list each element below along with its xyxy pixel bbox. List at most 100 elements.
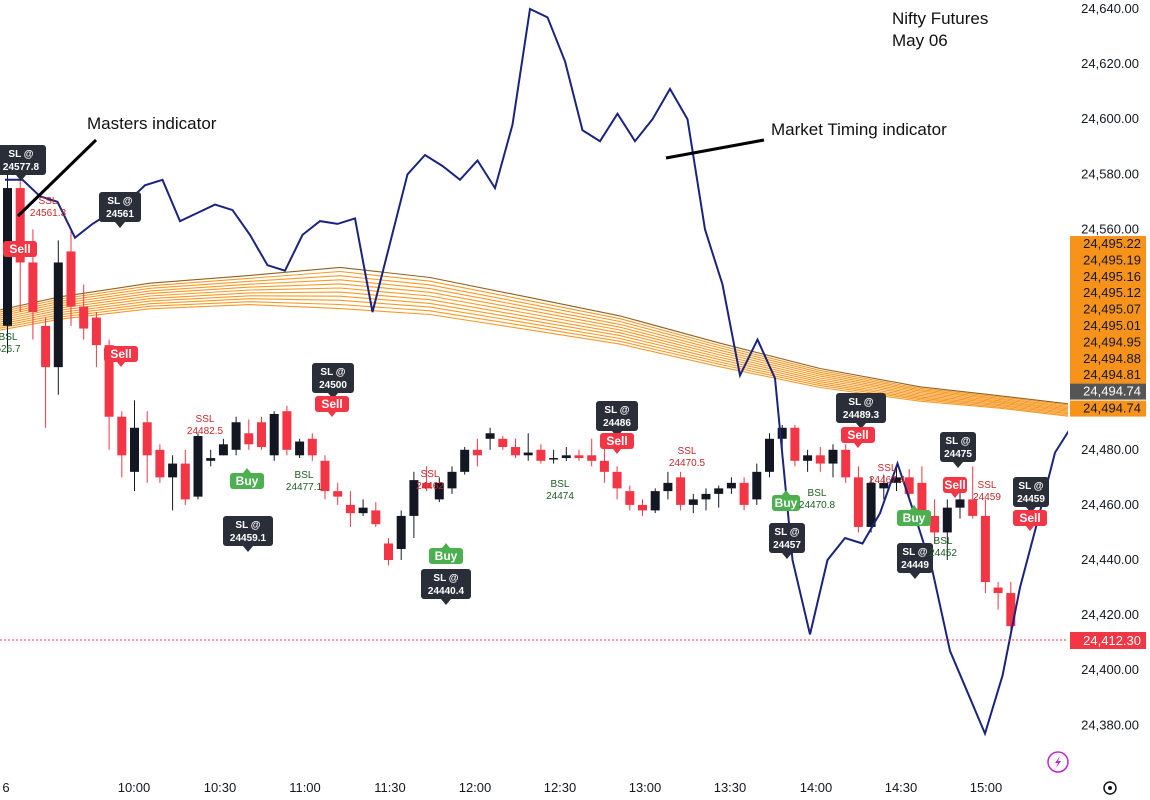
sl-badge: SL @ 24449 <box>897 543 933 579</box>
candle-body <box>701 493 711 500</box>
buy-badge: Buy <box>230 468 264 489</box>
sell-badge-bg <box>3 241 37 257</box>
sl-badge-bg <box>836 393 886 423</box>
ssl-label: SSL <box>978 480 997 491</box>
sl-badge-pointer <box>115 222 125 228</box>
last-price-tag <box>1070 632 1146 649</box>
candle-body <box>117 416 127 456</box>
sell-badge: Sell <box>3 241 37 262</box>
bsl-label: BSL <box>295 470 314 481</box>
buy-badge-pointer <box>782 490 790 495</box>
ribbon-line <box>0 279 1069 409</box>
sell-badge-pointer <box>16 257 24 262</box>
time-tick-label: 13:00 <box>629 780 662 795</box>
sl-badge-bg <box>1013 477 1049 507</box>
ribbon-line <box>0 270 1069 406</box>
price-axis-ticks: 24,640.00 24,620.00 24,600.00 24,580.00 24,5… <box>1081 1 1139 732</box>
candle-body <box>384 543 393 560</box>
ribbon-value-box <box>1070 236 1146 384</box>
bsl-label: BSL <box>934 536 953 547</box>
candle-body <box>345 504 355 514</box>
price-tick-label: 24,440.00 <box>1081 552 1139 567</box>
buy-badge-text: Buy <box>903 511 926 525</box>
candle-body <box>536 449 546 461</box>
sl-badge-text: 24449 <box>901 560 929 571</box>
sl-badge-text: SL @ <box>320 367 345 378</box>
candle-body <box>777 427 787 439</box>
time-axis[interactable]: 6 10:00 10:30 11:00 11:30 12:00 12:30 13:00 13:3… <box>2 780 1002 795</box>
lightning-icon[interactable] <box>1047 751 1069 773</box>
ribbon-value-label: 24,494.74 <box>1083 401 1141 416</box>
time-tick-label: 14:00 <box>800 780 833 795</box>
sell-badge-bg <box>104 346 138 362</box>
ssl-label: SSL <box>196 414 215 425</box>
sell-badge: Sell <box>104 346 138 367</box>
time-tick-label: 13:30 <box>714 780 747 795</box>
timing-pointer <box>665 138 765 160</box>
ribbon-value-label: 24,494.81 <box>1083 367 1141 382</box>
ssl-value: 24459 <box>973 492 1001 503</box>
candle-body <box>91 317 101 346</box>
sl-badge-pointer <box>856 423 866 429</box>
candle-body <box>549 458 559 460</box>
candle-body <box>206 458 216 461</box>
candle-body <box>498 438 508 448</box>
sl-badge-text: 24500 <box>319 380 347 391</box>
price-tick-label: 24,380.00 <box>1081 717 1139 732</box>
sl-badge-text: SL @ <box>107 196 132 207</box>
price-tick-label: 24,460.00 <box>1081 497 1139 512</box>
ribbon-line <box>0 291 1069 412</box>
sl-badge-text: SL @ <box>433 573 458 584</box>
ssl-value: 24467.4 <box>869 475 906 486</box>
candle-body <box>688 499 698 505</box>
sell-badge-pointer <box>117 362 125 367</box>
time-tick-label: 11:30 <box>374 780 406 795</box>
candle-body <box>650 491 660 511</box>
price-tick-label: 24,620.00 <box>1081 56 1139 71</box>
candle-body <box>28 262 38 313</box>
candle-body <box>853 477 863 527</box>
masters-ribbon <box>0 266 1069 417</box>
candle-body <box>333 491 343 497</box>
candle-body <box>752 471 762 500</box>
candle-body <box>218 444 228 456</box>
ribbon-value-label: 24,495.12 <box>1083 285 1141 300</box>
sl-badge-text: 24561 <box>106 209 134 220</box>
sl-badge-text: 24440.4 <box>428 586 465 597</box>
candle-body <box>53 262 63 368</box>
candle-body <box>765 438 774 472</box>
sell-badge-pointer <box>951 493 959 498</box>
candle-body <box>892 477 901 483</box>
sl-badge: SL @ 24500 <box>312 363 354 399</box>
sl-badge-text: SL @ <box>774 527 799 538</box>
time-tick-label: 10:30 <box>204 780 237 795</box>
ribbon-value-label: 24,495.01 <box>1083 318 1141 333</box>
candle-body <box>815 455 825 464</box>
sell-badge-bg <box>841 427 875 443</box>
settings-icon[interactable] <box>1103 781 1117 795</box>
candle-body <box>269 413 279 456</box>
sl-badge-bg <box>312 363 354 393</box>
bsl-label: BSL <box>808 488 827 499</box>
candle-body <box>523 452 533 456</box>
buy-badge-bg <box>230 473 264 489</box>
sell-badge-text: Sell <box>1019 511 1040 525</box>
candle-body <box>79 306 89 329</box>
sl-badge-pointer <box>910 573 920 579</box>
candle-body <box>879 482 889 489</box>
price-tick-label: 24,420.00 <box>1081 607 1139 622</box>
sl-badge-text: SL @ <box>902 547 927 558</box>
candle-body <box>244 433 254 445</box>
price-tick-label: 24,640.00 <box>1081 1 1139 16</box>
buy-badge-text: Buy <box>775 496 798 510</box>
candle-body <box>41 325 51 368</box>
chart-title: Nifty Futures May 06 <box>892 8 988 52</box>
last-price-value: 24,412.30 <box>1083 633 1141 648</box>
price-tick-label: 24,480.00 <box>1081 442 1139 457</box>
sl-badge: SL @ 24475 <box>940 432 976 468</box>
ribbon-line <box>0 275 1069 407</box>
candle-body <box>612 471 622 489</box>
candle-body <box>168 463 178 478</box>
time-tick-label: 6 <box>2 780 9 795</box>
